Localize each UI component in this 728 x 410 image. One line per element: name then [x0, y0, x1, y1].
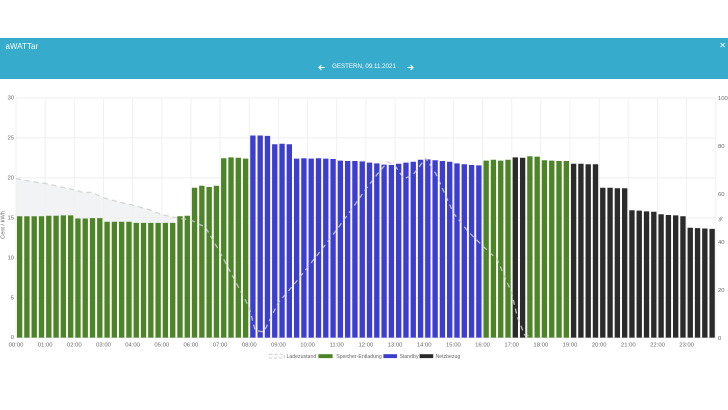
svg-text:Ladezustand: Ladezustand	[287, 354, 317, 360]
svg-text:60: 60	[718, 192, 725, 198]
svg-text:06:00: 06:00	[184, 343, 199, 349]
svg-text:05:00: 05:00	[154, 343, 169, 349]
svg-text:12:00: 12:00	[359, 343, 374, 349]
svg-text:11:00: 11:00	[330, 343, 345, 349]
svg-text:10: 10	[7, 255, 14, 261]
svg-text:16:00: 16:00	[475, 343, 490, 349]
svg-text:5: 5	[11, 295, 15, 301]
svg-text:09:00: 09:00	[271, 343, 286, 349]
svg-text:Speicher-Entladung: Speicher-Entladung	[336, 354, 382, 360]
svg-text:04:00: 04:00	[125, 343, 140, 349]
svg-text:%: %	[719, 216, 725, 221]
svg-text:21:00: 21:00	[621, 343, 636, 349]
svg-text:07:00: 07:00	[213, 343, 228, 349]
svg-text:22:00: 22:00	[650, 343, 665, 349]
svg-text:Cent / kWh: Cent / kWh	[1, 211, 7, 239]
svg-text:15:00: 15:00	[446, 343, 461, 349]
svg-text:13:00: 13:00	[388, 343, 403, 349]
svg-text:18:00: 18:00	[533, 343, 548, 349]
svg-text:Netzbezug: Netzbezug	[436, 354, 461, 360]
svg-text:15: 15	[7, 215, 14, 221]
svg-text:80: 80	[718, 144, 725, 150]
svg-text:10:00: 10:00	[300, 343, 315, 349]
svg-text:100: 100	[718, 96, 728, 102]
svg-text:20: 20	[718, 288, 725, 294]
svg-text:01:00: 01:00	[38, 343, 53, 349]
svg-text:17:00: 17:00	[504, 343, 519, 349]
svg-text:Standby: Standby	[400, 354, 419, 360]
svg-text:40: 40	[718, 240, 725, 246]
svg-text:23:00: 23:00	[679, 343, 694, 349]
svg-text:03:00: 03:00	[96, 343, 111, 349]
svg-text:30: 30	[7, 96, 14, 102]
svg-text:20: 20	[7, 175, 14, 181]
svg-text:25: 25	[7, 136, 14, 142]
svg-text:02:00: 02:00	[67, 343, 82, 349]
svg-text:20:00: 20:00	[592, 343, 607, 349]
svg-text:14:00: 14:00	[417, 343, 432, 349]
svg-text:00:00: 00:00	[9, 343, 24, 349]
svg-text:08:00: 08:00	[242, 343, 257, 349]
svg-text:0: 0	[11, 335, 15, 341]
svg-text:0: 0	[718, 336, 722, 342]
svg-text:19:00: 19:00	[563, 343, 578, 349]
